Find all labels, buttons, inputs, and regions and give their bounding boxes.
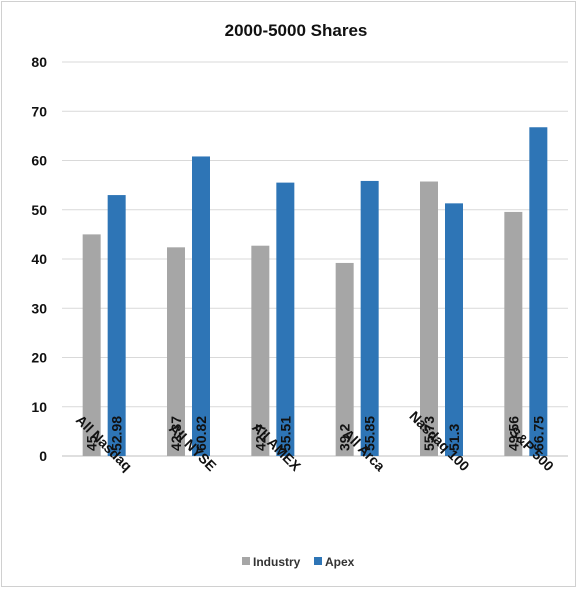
legend-label-industry: Industry [253,555,301,569]
y-tick-label: 80 [31,54,47,70]
bar-apex-all-nyse [192,156,210,457]
gridlines [62,61,568,457]
data-label: 42.7 [252,424,268,451]
bar-apex-s-p-500 [529,127,548,456]
data-labels: 45 52.98 42.37 60.82 42.7 55.51 39.2 55.85 55.73… [84,416,547,451]
data-label: 60.82 [193,416,209,451]
y-tick-label: 40 [31,251,47,267]
data-label: 55.51 [277,416,293,451]
data-label: 55.85 [362,416,378,451]
legend: Industry Apex [242,555,355,569]
bar-industry-s-p-500 [504,211,523,456]
y-axis-ticks: 0 10 20 30 40 50 60 70 80 [31,54,47,464]
data-label: 42.37 [168,416,184,451]
bar-apex-all-amex [276,182,295,456]
chart-title: 2000-5000 Shares [225,21,368,40]
y-tick-label: 0 [39,448,47,464]
bars [82,127,548,457]
data-label: 66.75 [530,416,546,451]
y-tick-label: 10 [31,399,47,415]
y-tick-label: 30 [31,300,47,316]
legend-label-apex: Apex [325,555,355,569]
bar-apex-nasdaq-100 [445,203,463,456]
data-label: 45 [84,435,100,451]
data-label: 49.56 [505,416,521,451]
y-tick-label: 60 [31,153,47,169]
data-label: 52.98 [109,416,125,451]
legend-swatch-industry [242,557,250,565]
bar-apex-all-arca [360,180,379,456]
y-tick-label: 20 [31,350,47,366]
bar-industry-nasdaq-100 [420,181,438,456]
bar-industry-all-nyse [167,247,185,456]
data-label: 55.73 [421,416,437,451]
data-label: 51.3 [446,424,462,451]
legend-swatch-apex [314,557,322,565]
bar-apex-all-nasdaq [107,195,126,457]
data-label: 39.2 [337,424,353,451]
bar-industry-all-nasdaq [82,234,101,456]
y-tick-label: 70 [31,103,47,119]
y-tick-label: 50 [31,202,47,218]
bar-industry-all-amex [251,245,270,456]
bar-industry-all-arca [335,262,354,456]
